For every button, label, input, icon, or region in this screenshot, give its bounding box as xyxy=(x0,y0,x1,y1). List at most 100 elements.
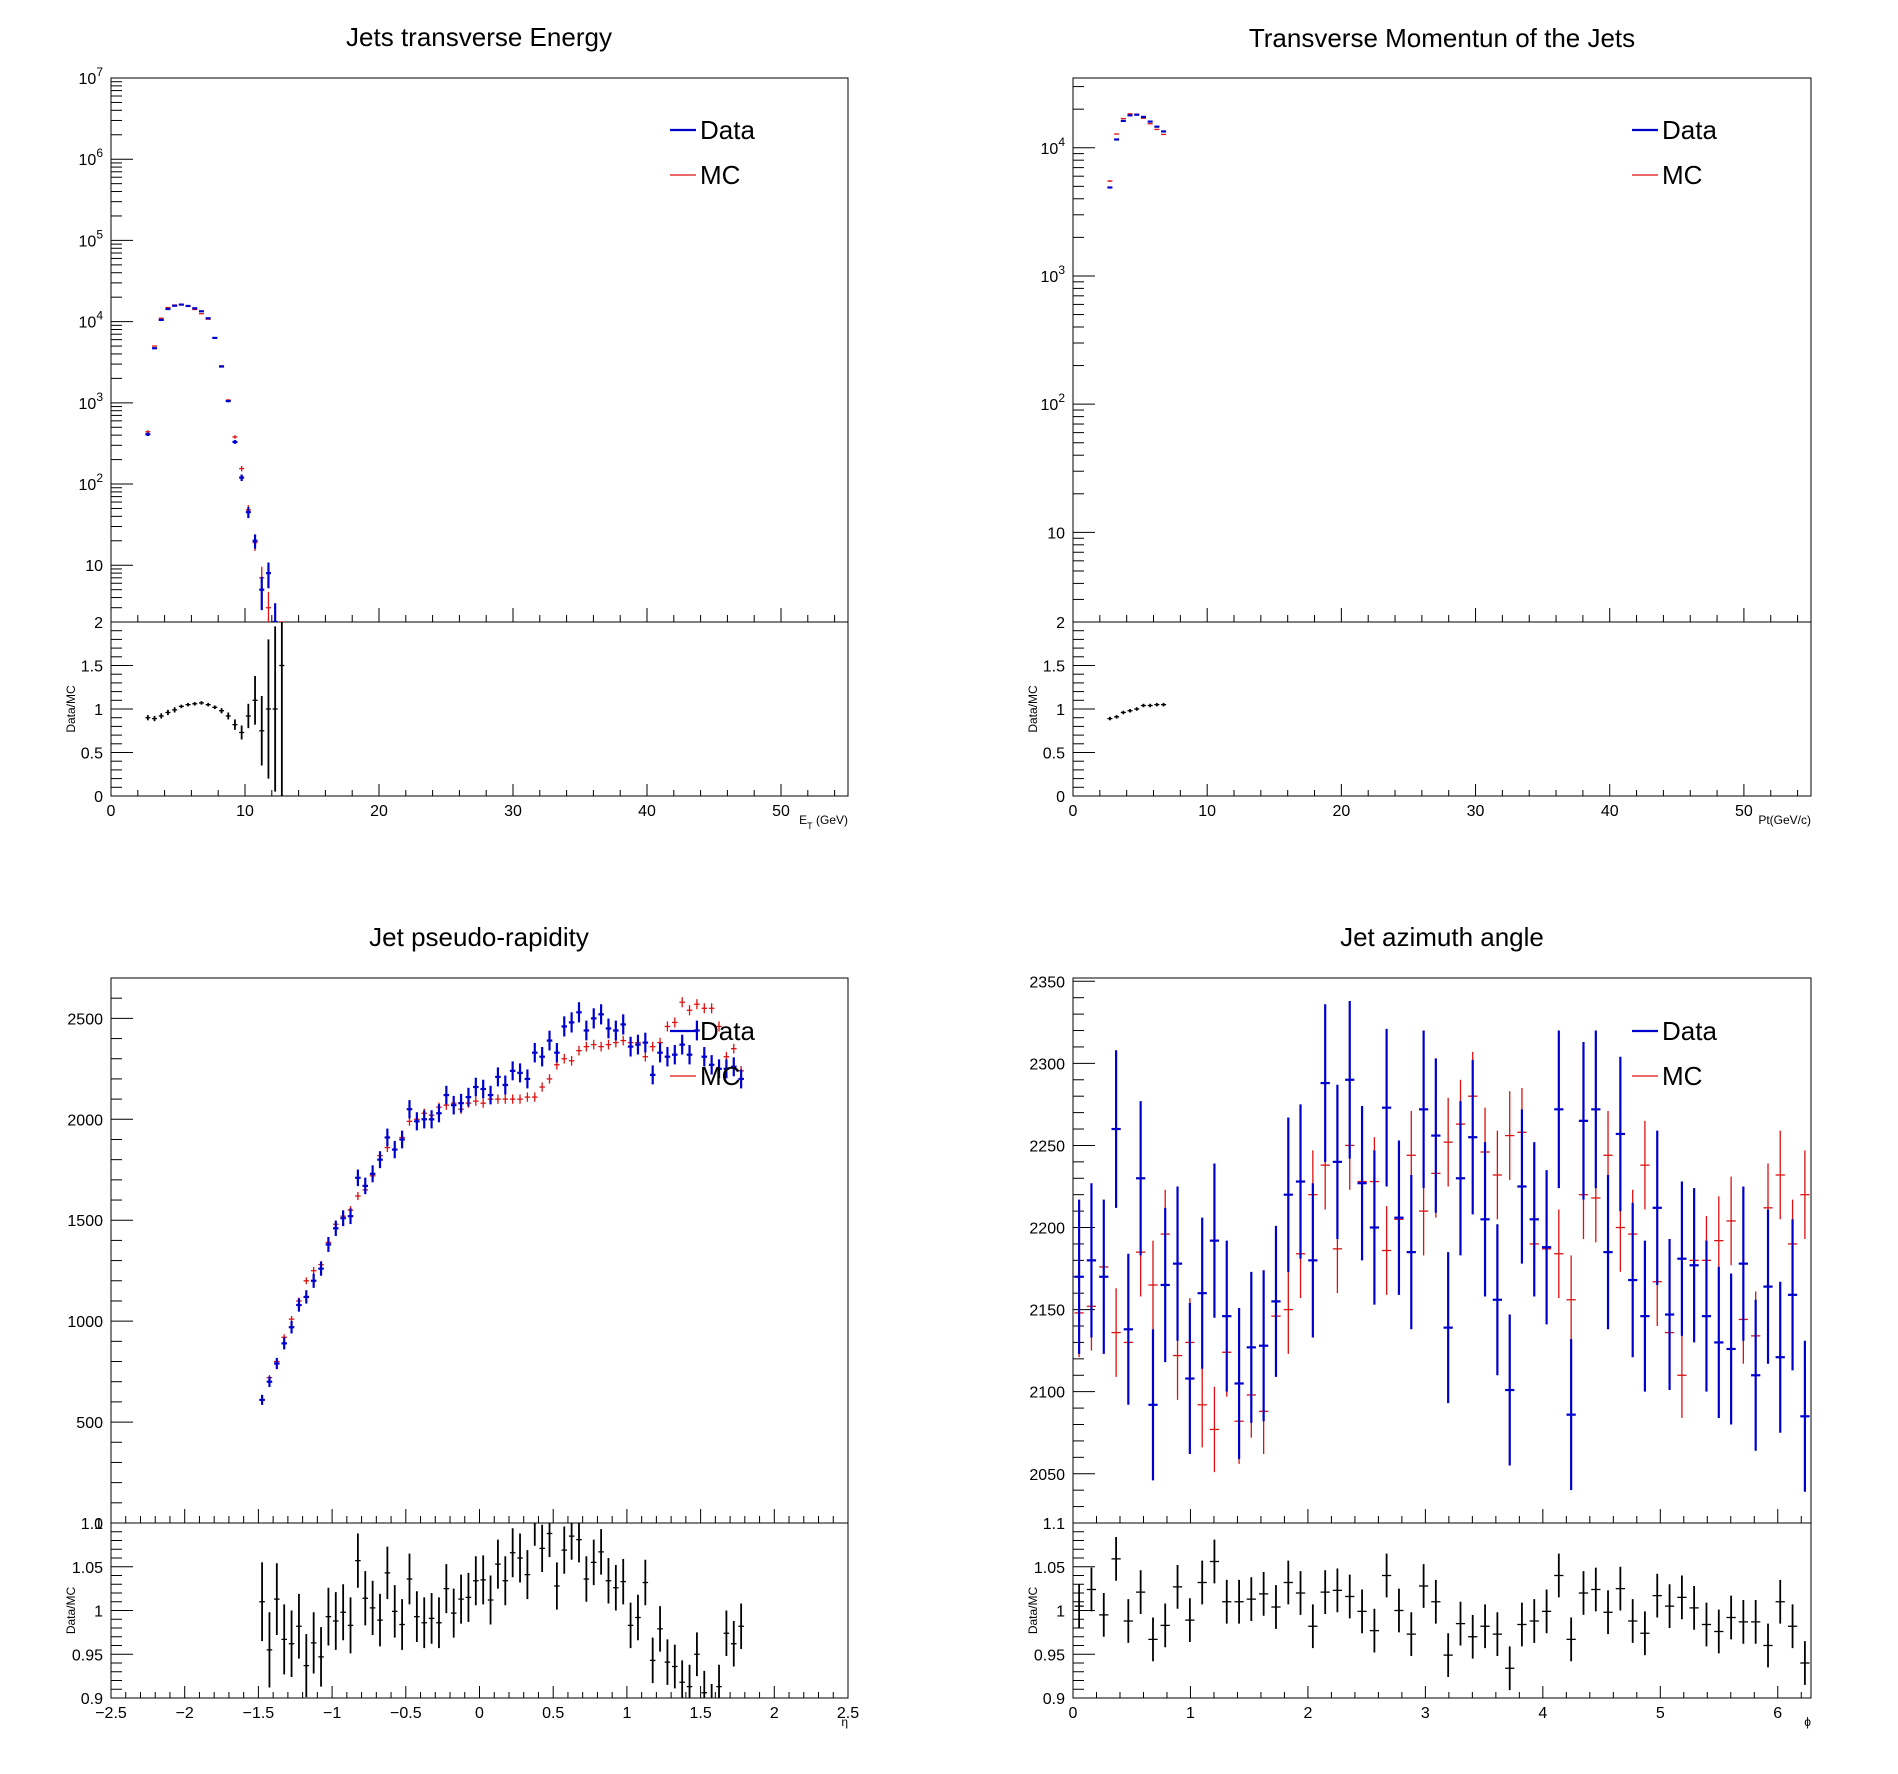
ratio-point xyxy=(517,1533,523,1583)
ratio-point xyxy=(369,1580,376,1635)
legend-mc-label: MC xyxy=(700,1061,740,1091)
mc-series xyxy=(145,304,285,622)
data-series xyxy=(259,1002,744,1405)
ratio-point xyxy=(664,1639,671,1685)
ratio-y-tick-label: 1.1 xyxy=(1043,1516,1065,1533)
ratio-point xyxy=(613,1565,619,1611)
x-axis-label-main: E xyxy=(799,813,807,827)
x-tick-label: −0.5 xyxy=(390,1705,422,1722)
data-point xyxy=(1726,1273,1736,1425)
x-tick-label: 40 xyxy=(638,803,656,820)
ratio-point xyxy=(318,1627,324,1687)
data-point xyxy=(613,1020,619,1041)
data-point xyxy=(620,1014,626,1035)
ratio-point xyxy=(1259,1572,1269,1616)
ratio-point xyxy=(554,1562,560,1610)
y-tick-label: 102 xyxy=(79,471,104,494)
ratio-point xyxy=(723,1610,730,1656)
data-point xyxy=(1431,1058,1441,1213)
data-point xyxy=(1418,1030,1429,1189)
data-point xyxy=(369,1165,376,1183)
legend: Data MC xyxy=(670,1016,755,1091)
ratio-point xyxy=(1148,1617,1158,1662)
ratio-point xyxy=(450,1588,457,1638)
mc-point xyxy=(642,1051,649,1062)
ratio-point xyxy=(576,1523,582,1563)
chart-panel-4: Jet azimuth angle 0 1 2 3 4 5 6 ϕ 2050 2100 2150 220… xyxy=(1026,922,1812,1729)
data-point xyxy=(1332,1084,1343,1240)
y-tick-label-base: 10 xyxy=(85,558,103,575)
data-point xyxy=(1738,1186,1748,1341)
y-tick-label: 2100 xyxy=(1029,1385,1065,1402)
ratio-point xyxy=(1161,702,1167,707)
data-point xyxy=(1246,1271,1256,1423)
data-point xyxy=(1628,1202,1638,1358)
data-point xyxy=(1763,1209,1773,1364)
data-point xyxy=(1751,1299,1761,1451)
y-tick-label-exp: 6 xyxy=(96,146,103,160)
mc-point xyxy=(355,1191,361,1201)
x-tick-label: 4 xyxy=(1538,1705,1547,1722)
data-point xyxy=(212,336,218,340)
x-tick-label: 1 xyxy=(622,1705,631,1722)
ratio-y-tick-label: 0.5 xyxy=(81,746,103,763)
mc-point xyxy=(1127,113,1133,115)
y-tick-label: 2000 xyxy=(67,1112,103,1129)
y-tick-label: 2350 xyxy=(1029,974,1065,991)
data-point xyxy=(145,432,151,437)
data-point xyxy=(245,507,251,519)
legend-data-label: Data xyxy=(1662,115,1717,145)
data-point xyxy=(576,1002,582,1023)
data-point xyxy=(1517,1109,1527,1264)
data-point xyxy=(362,1177,369,1195)
ratio-point xyxy=(694,1632,700,1677)
ratio-y-tick-label: 1 xyxy=(1056,1604,1065,1621)
y-tick-label: 2050 xyxy=(1029,1467,1065,1484)
ratio-point xyxy=(1197,1560,1207,1605)
data-point xyxy=(399,1130,405,1149)
ratio-y-axis-label: Data/MC xyxy=(1026,685,1040,733)
chart-title: Jets transverse Energy xyxy=(346,22,612,52)
chart-title: Jet pseudo-rapidity xyxy=(369,922,589,952)
x-axis-label: Pt(GeV/c) xyxy=(1758,813,1811,827)
y-tick-label-base: 10 xyxy=(79,477,97,494)
mc-point xyxy=(502,1094,509,1104)
data-point xyxy=(1127,114,1133,117)
ratio-series xyxy=(1107,702,1167,721)
data-point xyxy=(414,1112,420,1131)
ratio-point xyxy=(649,1637,656,1684)
mc-point xyxy=(1381,1206,1392,1295)
data-point xyxy=(1677,1181,1687,1336)
x-axis-label-sub: T xyxy=(807,821,813,831)
x-axis-label: η xyxy=(841,1715,848,1729)
ratio-point xyxy=(172,707,178,713)
ratio-point xyxy=(265,639,271,779)
data-point xyxy=(1640,1240,1650,1392)
ratio-plot-frame xyxy=(110,1522,849,1699)
y-tick-label: 0 xyxy=(94,1516,103,1533)
mc-point xyxy=(1147,123,1153,125)
ratio-point xyxy=(399,1599,405,1650)
ratio-point xyxy=(152,715,158,722)
y-tick-label: 106 xyxy=(79,146,104,169)
ratio-point xyxy=(1114,715,1120,719)
y-tick-label-base: 10 xyxy=(1041,397,1059,414)
ratio-point xyxy=(1517,1602,1527,1647)
data-point xyxy=(152,347,158,350)
x-tick-label: 10 xyxy=(1198,803,1216,820)
mc-point xyxy=(568,1055,575,1066)
ratio-point xyxy=(1086,1567,1097,1612)
ratio-point xyxy=(1455,1601,1466,1646)
data-point xyxy=(1161,130,1167,133)
y-tick-label-exp: 4 xyxy=(1058,135,1065,149)
ratio-point xyxy=(561,1526,568,1574)
data-point xyxy=(1505,1314,1515,1466)
y-tick-label-exp: 3 xyxy=(1058,263,1065,277)
data-point xyxy=(303,1290,310,1304)
x-tick-label: 20 xyxy=(1332,803,1350,820)
data-point xyxy=(1394,1140,1404,1295)
ratio-point xyxy=(1615,1566,1625,1611)
data-point xyxy=(1554,1030,1564,1189)
y-tick-label: 104 xyxy=(79,309,104,332)
